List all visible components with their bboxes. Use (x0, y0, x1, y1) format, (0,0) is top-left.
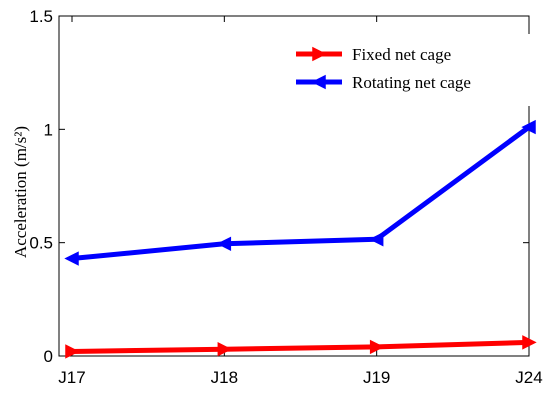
legend-marker-fixed-net-cage (312, 46, 327, 62)
series-line-fixed-net-cage (71, 339, 530, 354)
x-tick-label: J18 (211, 368, 238, 387)
y-tick-label: 0 (44, 347, 53, 366)
legend-marker-rotating-net-cage (311, 74, 326, 90)
x-tick-label: J19 (363, 368, 390, 387)
series-line-rotating-net-cage (71, 125, 531, 262)
data-point-rotating-net-cage (368, 232, 384, 247)
y-tick-label: 1 (44, 120, 53, 139)
x-tick-label: J24 (515, 368, 542, 387)
x-tick-label: J17 (58, 368, 85, 387)
plot-axes (58, 15, 530, 357)
x-tick-labels: J17 J18 J19 J24 (58, 368, 542, 387)
data-point-fixed-net-cage (522, 335, 537, 350)
y-tick-labels: 0 0.5 1 1.5 (29, 7, 53, 366)
y-axis-label: Acceleration (m/s²) (11, 126, 30, 258)
data-series (64, 119, 537, 359)
legend: Fixed net cage Rotating net cage (285, 34, 530, 106)
legend-label-rotating-net-cage: Rotating net cage (352, 73, 471, 92)
legend-label-fixed-net-cage: Fixed net cage (352, 45, 451, 64)
data-point-rotating-net-cage (64, 251, 79, 266)
legend-box (285, 34, 530, 106)
data-point-fixed-net-cage (217, 341, 233, 357)
plot-frame (58, 15, 530, 357)
y-tick-label: 0.5 (29, 234, 53, 253)
data-point-fixed-net-cage (65, 344, 80, 359)
data-point-rotating-net-cage (216, 236, 232, 252)
data-point-rotating-net-cage (521, 119, 536, 135)
data-point-fixed-net-cage (369, 339, 385, 355)
y-tick-label: 1.5 (29, 7, 53, 26)
